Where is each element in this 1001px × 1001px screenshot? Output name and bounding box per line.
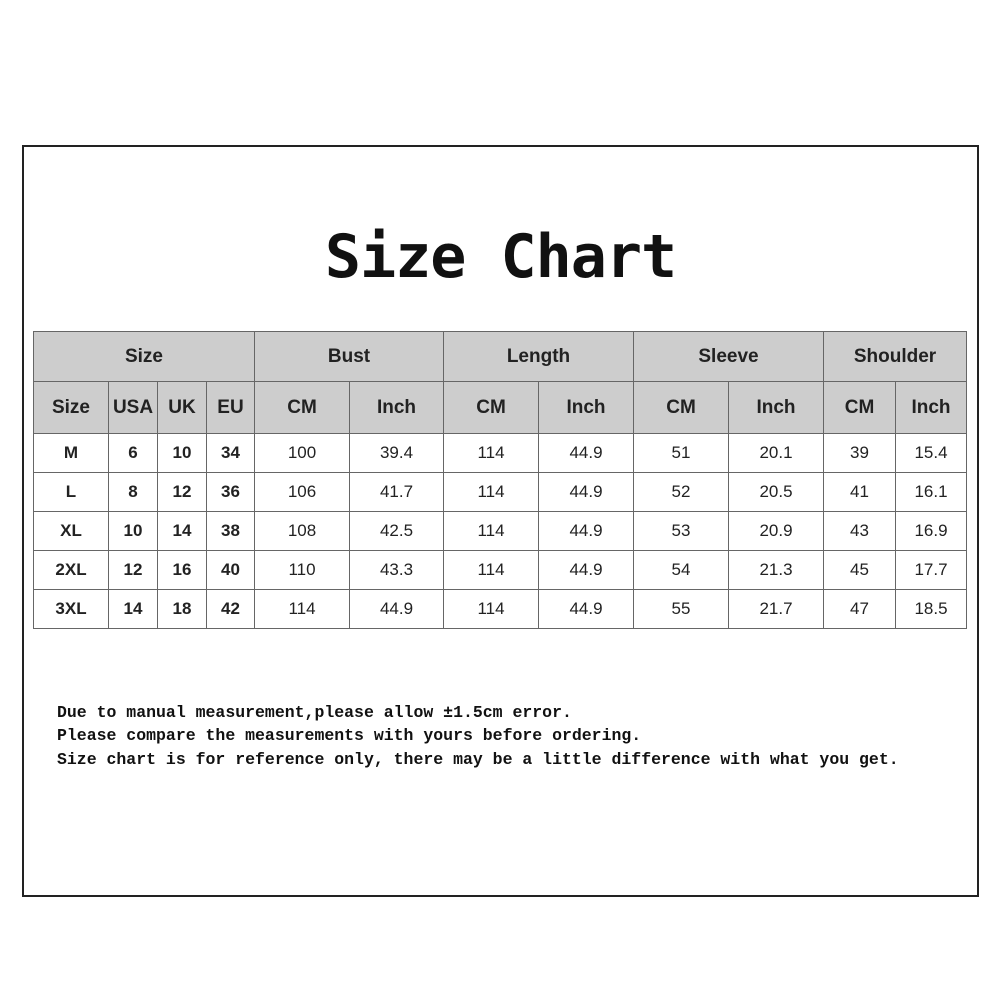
notes: Due to manual measurement,please allow ±… bbox=[57, 677, 899, 795]
note-line: Size chart is for reference only, there … bbox=[57, 749, 899, 769]
table-cell: 20.5 bbox=[728, 472, 824, 512]
table-cell: 2XL bbox=[33, 550, 109, 590]
table-cell: 16.9 bbox=[895, 511, 967, 551]
table-cell: 55 bbox=[633, 589, 729, 629]
table-cell: 44.9 bbox=[349, 589, 444, 629]
table-cell: 44.9 bbox=[538, 589, 634, 629]
group-header: Size bbox=[33, 331, 255, 382]
table-cell: 53 bbox=[633, 511, 729, 551]
table-cell: 15.4 bbox=[895, 433, 967, 473]
table-cell: L bbox=[33, 472, 109, 512]
table-cell: 17.7 bbox=[895, 550, 967, 590]
note-line: Due to manual measurement,please allow ±… bbox=[57, 702, 572, 722]
table-cell: 114 bbox=[443, 472, 539, 512]
table-cell: 12 bbox=[157, 472, 207, 512]
table-cell: 20.9 bbox=[728, 511, 824, 551]
table-cell: 114 bbox=[443, 589, 539, 629]
chart-frame bbox=[22, 145, 979, 897]
table-cell: 12 bbox=[108, 550, 158, 590]
table-cell: 14 bbox=[108, 589, 158, 629]
group-header: Length bbox=[443, 331, 634, 382]
sub-header-row: Size USA UK EU CM Inch CM Inch CM Inch CM Inch bbox=[33, 381, 967, 434]
table-cell: 40 bbox=[206, 550, 255, 590]
note-line: Please compare the measurements with you… bbox=[57, 726, 642, 745]
table-cell: 43 bbox=[823, 511, 896, 551]
table-cell: 110 bbox=[254, 550, 350, 590]
column-header: CM bbox=[254, 381, 350, 434]
group-header: Sleeve bbox=[633, 331, 824, 382]
table-cell: 36 bbox=[206, 472, 255, 512]
table-cell: 44.9 bbox=[538, 433, 634, 473]
column-header: Inch bbox=[349, 381, 444, 434]
table-cell: 114 bbox=[443, 433, 539, 473]
table-row: 2XL 12 16 40 110 43.3 114 44.9 54 21.3 45 17.7 bbox=[33, 550, 967, 590]
table-cell: 42.5 bbox=[349, 511, 444, 551]
column-header: Inch bbox=[538, 381, 634, 434]
table-row: 3XL 14 18 42 114 44.9 114 44.9 55 21.7 47 18.5 bbox=[33, 589, 967, 629]
table-cell: 114 bbox=[254, 589, 350, 629]
table-row: XL 10 14 38 108 42.5 114 44.9 53 20.9 43 16.9 bbox=[33, 511, 967, 551]
table-cell: M bbox=[33, 433, 109, 473]
table-cell: 10 bbox=[108, 511, 158, 551]
column-header: CM bbox=[633, 381, 729, 434]
table-cell: 16 bbox=[157, 550, 207, 590]
table-cell: 106 bbox=[254, 472, 350, 512]
column-header: Inch bbox=[895, 381, 967, 434]
table-cell: 41.7 bbox=[349, 472, 444, 512]
table-cell: XL bbox=[33, 511, 109, 551]
page-title: Size Chart bbox=[324, 222, 677, 292]
table-cell: 21.3 bbox=[728, 550, 824, 590]
table-cell: 8 bbox=[108, 472, 158, 512]
table-cell: 20.1 bbox=[728, 433, 824, 473]
group-header-row: Size Bust Length Sleeve Shoulder bbox=[33, 331, 967, 382]
table-row: L 8 12 36 106 41.7 114 44.9 52 20.5 41 16.1 bbox=[33, 472, 967, 512]
table-cell: 54 bbox=[633, 550, 729, 590]
table-cell: 14 bbox=[157, 511, 207, 551]
group-header: Shoulder bbox=[823, 331, 967, 382]
table-cell: 39 bbox=[823, 433, 896, 473]
column-header: USA bbox=[108, 381, 158, 434]
column-header: Size bbox=[33, 381, 109, 434]
table-cell: 3XL bbox=[33, 589, 109, 629]
group-header: Bust bbox=[254, 331, 444, 382]
column-header: CM bbox=[823, 381, 896, 434]
table-cell: 45 bbox=[823, 550, 896, 590]
column-header: CM bbox=[443, 381, 539, 434]
table-cell: 52 bbox=[633, 472, 729, 512]
column-header: UK bbox=[157, 381, 207, 434]
table-cell: 44.9 bbox=[538, 472, 634, 512]
table-cell: 100 bbox=[254, 433, 350, 473]
column-header: EU bbox=[206, 381, 255, 434]
table-cell: 108 bbox=[254, 511, 350, 551]
table-cell: 6 bbox=[108, 433, 158, 473]
column-header: Inch bbox=[728, 381, 824, 434]
table-cell: 44.9 bbox=[538, 511, 634, 551]
table-cell: 34 bbox=[206, 433, 255, 473]
table-cell: 114 bbox=[443, 550, 539, 590]
table-cell: 16.1 bbox=[895, 472, 967, 512]
table-cell: 51 bbox=[633, 433, 729, 473]
table-cell: 10 bbox=[157, 433, 207, 473]
table-cell: 43.3 bbox=[349, 550, 444, 590]
table-cell: 18.5 bbox=[895, 589, 967, 629]
table-cell: 42 bbox=[206, 589, 255, 629]
table-row: M 6 10 34 100 39.4 114 44.9 51 20.1 39 15.4 bbox=[33, 433, 967, 473]
table-cell: 47 bbox=[823, 589, 896, 629]
size-table: Size Bust Length Sleeve Shoulder Size USA… bbox=[33, 331, 967, 629]
table-cell: 41 bbox=[823, 472, 896, 512]
table-cell: 21.7 bbox=[728, 589, 824, 629]
table-cell: 38 bbox=[206, 511, 255, 551]
table-cell: 114 bbox=[443, 511, 539, 551]
table-cell: 44.9 bbox=[538, 550, 634, 590]
table-cell: 18 bbox=[157, 589, 207, 629]
table-cell: 39.4 bbox=[349, 433, 444, 473]
